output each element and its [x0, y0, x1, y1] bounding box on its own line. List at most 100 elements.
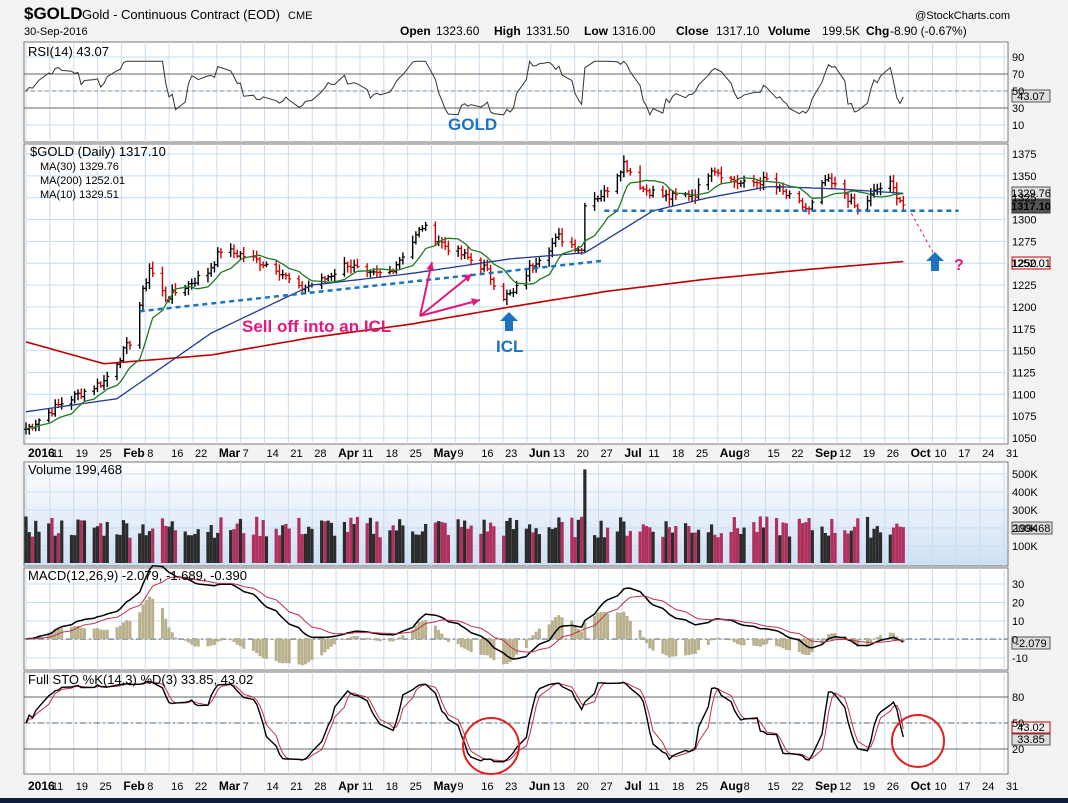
- macd-histogram-bar: [759, 639, 762, 647]
- volume-bar: [395, 530, 398, 563]
- volume-bar: [515, 520, 518, 563]
- macd-histogram-bar: [167, 628, 170, 639]
- volume-bar: [437, 521, 440, 563]
- macd-histogram-bar: [479, 639, 482, 655]
- macd-histogram-bar: [616, 612, 619, 639]
- macd-histogram-bar: [190, 639, 193, 645]
- macd-histogram-bar: [93, 629, 96, 639]
- volume-bar: [392, 525, 395, 563]
- x-tick-label: 7: [243, 781, 249, 793]
- volume-bar: [190, 535, 193, 563]
- x-tick-label: Sep: [815, 446, 837, 460]
- macd-histogram-bar: [353, 636, 356, 639]
- macd-histogram-bar: [414, 626, 417, 639]
- x-tick-label: 9: [457, 448, 463, 460]
- volume-bar: [811, 530, 814, 563]
- price-y-tick: 1100: [1012, 389, 1036, 401]
- volume-bar: [638, 532, 641, 563]
- volume-bar: [418, 535, 421, 563]
- volume-bar: [275, 529, 278, 563]
- macd-histogram-bar: [736, 639, 739, 644]
- macd-histogram-bar: [164, 619, 167, 639]
- close-value: 1317.10: [716, 24, 760, 38]
- volume-bar: [775, 518, 778, 563]
- macd-histogram-bar: [330, 639, 333, 647]
- volume-bar: [213, 538, 216, 563]
- volume-bar: [470, 526, 473, 563]
- volume-bar: [206, 532, 209, 563]
- volume-bar: [574, 537, 577, 563]
- macd-histogram-bar: [710, 639, 713, 640]
- macd-histogram-bar: [310, 639, 313, 660]
- volume-bar: [690, 533, 693, 563]
- volume-bar: [551, 529, 554, 563]
- macd-histogram-bar: [161, 608, 164, 639]
- macd-histogram-bar: [876, 637, 879, 639]
- volume-bar: [327, 521, 330, 563]
- volume-bar: [297, 518, 300, 563]
- volume-bar: [759, 516, 762, 563]
- macd-histogram-bar: [548, 624, 551, 639]
- macd-histogram-bar: [440, 634, 443, 639]
- x-tick-label: 16: [481, 781, 493, 793]
- volume-bar: [138, 533, 141, 563]
- volume-bar: [229, 530, 232, 563]
- x-tick-label: 28: [314, 781, 326, 793]
- macd-histogram-bar: [593, 616, 596, 639]
- volume-bar: [174, 530, 177, 563]
- volume-bar: [434, 522, 437, 563]
- x-tick-label: 18: [672, 448, 684, 460]
- x-tick-label: 11: [52, 781, 63, 793]
- volume-bar: [788, 537, 791, 563]
- volume-bar: [37, 532, 40, 563]
- x-tick-label: 8: [744, 781, 750, 793]
- macd-histogram-bar: [83, 628, 86, 639]
- volume-bar: [600, 521, 603, 563]
- x-tick-label: 22: [791, 781, 803, 793]
- volume-bar: [483, 520, 486, 563]
- volume-bar: [80, 520, 83, 563]
- x-tick-label: 21: [290, 781, 302, 793]
- macd-histogram-bar: [642, 637, 645, 639]
- x-tick-label: 22: [791, 448, 803, 460]
- macd-histogram-bar: [775, 639, 778, 646]
- volume-bar: [554, 528, 557, 563]
- macd-histogram-bar: [619, 613, 622, 639]
- macd-badge: -2.079: [1015, 638, 1046, 650]
- x-tick-label: 19: [76, 448, 88, 460]
- macd-histogram-bar: [102, 630, 105, 639]
- macd-histogram-bar: [197, 639, 200, 646]
- volume-bar: [619, 517, 622, 563]
- volume-bar: [320, 520, 323, 563]
- volume-bar: [106, 522, 109, 563]
- question-annotation: ?: [954, 257, 964, 274]
- macd-histogram-bar: [418, 622, 421, 639]
- low-label: Low: [584, 24, 609, 38]
- volume-bar: [733, 517, 736, 563]
- sto-legend: Full STO %K(14,3) %D(3) 33.85, 43.02: [28, 672, 253, 687]
- volume-bar: [375, 522, 378, 563]
- volume-bar: [583, 469, 586, 563]
- x-tick-label: Jul: [624, 779, 641, 793]
- macd-histogram-bar: [626, 616, 629, 639]
- macd-histogram-bar: [421, 621, 424, 639]
- macd-histogram-bar: [275, 639, 278, 661]
- volume-bar: [115, 534, 118, 563]
- volume-bar: [846, 534, 849, 563]
- volume-bar: [785, 523, 788, 563]
- macd-histogram-bar: [661, 639, 664, 654]
- macd-histogram-bar: [284, 639, 287, 663]
- macd-histogram-bar: [460, 639, 463, 647]
- volume-bar: [349, 518, 352, 563]
- volume-bar: [232, 529, 235, 563]
- price-y-tick: 1350: [1012, 171, 1036, 183]
- volume-bar: [57, 533, 60, 563]
- macd-histogram-bar: [447, 639, 450, 642]
- x-tick-label: 16: [171, 448, 183, 460]
- volume-bar: [24, 517, 27, 563]
- volume-bar: [184, 531, 187, 563]
- x-tick-label: 22: [195, 781, 207, 793]
- x-tick-label: 19: [863, 781, 875, 793]
- x-tick-label: 25: [696, 781, 708, 793]
